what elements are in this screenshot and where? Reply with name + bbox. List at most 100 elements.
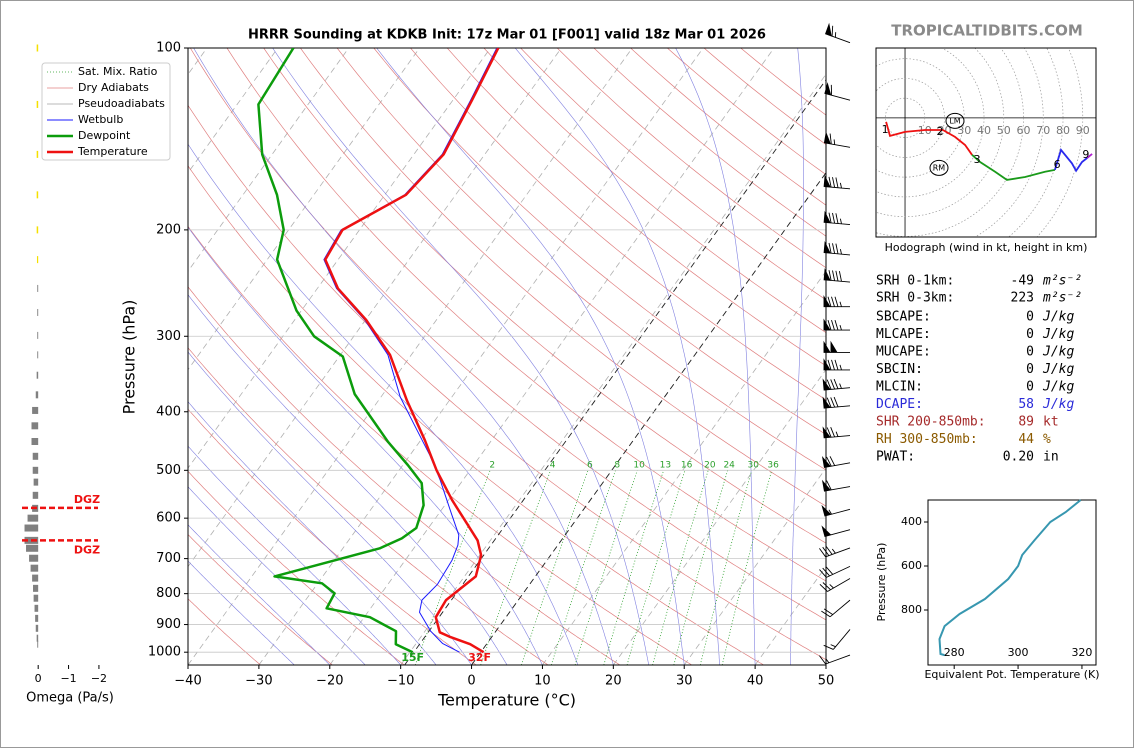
- storm-motion-marker: [945, 112, 965, 129]
- y-tick-label: 100: [156, 41, 181, 56]
- stat-value: 0: [1026, 362, 1034, 377]
- stat-label: SHR 200-850mb:: [876, 415, 986, 430]
- dry-adiabat: [188, 533, 333, 665]
- isotherm: [188, 48, 279, 174]
- dry-adiabat: [263, 48, 826, 544]
- dry-adiabat: [336, 48, 826, 471]
- omega-bar: [36, 150, 39, 158]
- hodo-ring: [876, 48, 1005, 217]
- mixing-ratio-line: [521, 470, 589, 665]
- hodo-trace: [885, 121, 973, 156]
- stat-unit: J/kg: [1042, 345, 1074, 360]
- wind-barb: [821, 455, 851, 468]
- thetae-x-tick-label: 300: [1008, 646, 1029, 659]
- omega-bar: [33, 584, 39, 592]
- reference-isotherm: [404, 79, 826, 665]
- storm-motion-marker: [929, 159, 949, 176]
- moist-adiabat: [188, 143, 579, 665]
- x-tick-label: 20: [605, 674, 622, 689]
- mixing-ratio-label: 30: [748, 461, 760, 471]
- omega-bar: [33, 594, 39, 602]
- wind-barb: [822, 396, 851, 409]
- wind-barb: [823, 340, 851, 353]
- plot-frame: [187, 47, 827, 666]
- moist-adiabat: [188, 445, 401, 665]
- stat-label: MLCAPE:: [876, 327, 931, 342]
- mixing-ratio-label: 2: [489, 461, 495, 471]
- omega-bar: [32, 491, 39, 499]
- wind-barb: [824, 82, 851, 101]
- hodo-ring: [974, 48, 1044, 237]
- y-tick-label: 200: [156, 222, 181, 237]
- x-tick-label: −30: [245, 674, 272, 689]
- y-tick-label: 400: [156, 404, 181, 419]
- moist-adiabat: [188, 294, 508, 665]
- isotherm: [188, 48, 491, 469]
- mixing-ratio-label: 36: [767, 461, 779, 471]
- legend-label: Pseudoadiabats: [78, 97, 165, 110]
- mixing-ratio-label: 16: [681, 461, 693, 471]
- hodo-ring-label: 60: [1017, 124, 1031, 137]
- stat-label: MUCAPE:: [876, 345, 931, 360]
- omega-bar: [35, 614, 39, 622]
- hodo-height-label: 3: [974, 153, 981, 166]
- omega-tick-label: −1: [60, 672, 76, 685]
- mixing-ratio-line: [673, 470, 728, 665]
- mixing-ratio-label: 10: [633, 461, 645, 471]
- hodo-ring: [876, 48, 1024, 237]
- omega-bar: [32, 452, 39, 460]
- stat-value: 0: [1026, 345, 1034, 360]
- wind-barb: [823, 295, 851, 308]
- stat-label: MLCIN:: [876, 380, 923, 395]
- y-tick-label: 300: [156, 329, 181, 344]
- omega-bar: [30, 564, 39, 572]
- thetae-y-tick-label: 800: [901, 603, 922, 616]
- dry-adiabat: [188, 470, 405, 665]
- stat-label: DCAPE:: [876, 397, 923, 412]
- moist-adiabat: [188, 226, 543, 665]
- dry-adiabat: [188, 225, 692, 665]
- dry-adiabat: [188, 408, 477, 665]
- isotherm: [188, 48, 420, 371]
- mixing-ratio-line: [721, 470, 773, 665]
- hodo-height-label: 9: [1082, 148, 1089, 161]
- reference-isotherm-label: 15F: [401, 651, 424, 664]
- stat-unit: J/kg: [1042, 397, 1074, 412]
- hodo-ring-label: 90: [1076, 124, 1090, 137]
- watermark: TROPICALTIDBITS.COM: [891, 22, 1083, 40]
- hodo-ring: [876, 58, 965, 178]
- chart-title: HRRR Sounding at KDKB Init: 17z Mar 01 […: [248, 28, 766, 43]
- wind-barb: [823, 174, 851, 190]
- legend: Sat. Mix. Ratio Dry Adiabats Pseudoadiabat…: [41, 62, 171, 161]
- legend-label: Wetbulb: [78, 113, 123, 126]
- x-tick-label: −40: [174, 674, 201, 689]
- stat-label: SBCAPE:: [876, 310, 931, 325]
- mixing-ratio-line: [603, 470, 664, 665]
- background-lines: [188, 48, 826, 665]
- storm-motion-label: RM: [933, 163, 946, 172]
- mixing-ratio-label: 20: [704, 461, 716, 471]
- omega-bar: [31, 438, 39, 446]
- mixing-ratio-line: [699, 470, 753, 665]
- omega-bar: [36, 100, 39, 108]
- omega-bar: [26, 544, 39, 552]
- wind-barb: [823, 268, 851, 283]
- wind-barb: [821, 479, 851, 492]
- wind-barb: [823, 629, 851, 650]
- omega-bar: [33, 478, 39, 486]
- thetae-x-tick-label: 280: [944, 646, 965, 659]
- stat-value: 44: [1018, 432, 1034, 447]
- omega-bar: [36, 256, 39, 264]
- stat-unit: J/kg: [1042, 362, 1074, 377]
- reference-isotherm-label: 32F: [468, 651, 491, 664]
- y-tick-label: 800: [156, 586, 181, 601]
- hodo-trace: [1086, 153, 1093, 159]
- stat-unit: J/kg: [1042, 310, 1074, 325]
- thetae-y-tick-label: 600: [901, 559, 922, 572]
- omega-bar: [36, 371, 39, 379]
- stat-unit: in: [1043, 450, 1059, 465]
- isotherm: [188, 48, 350, 272]
